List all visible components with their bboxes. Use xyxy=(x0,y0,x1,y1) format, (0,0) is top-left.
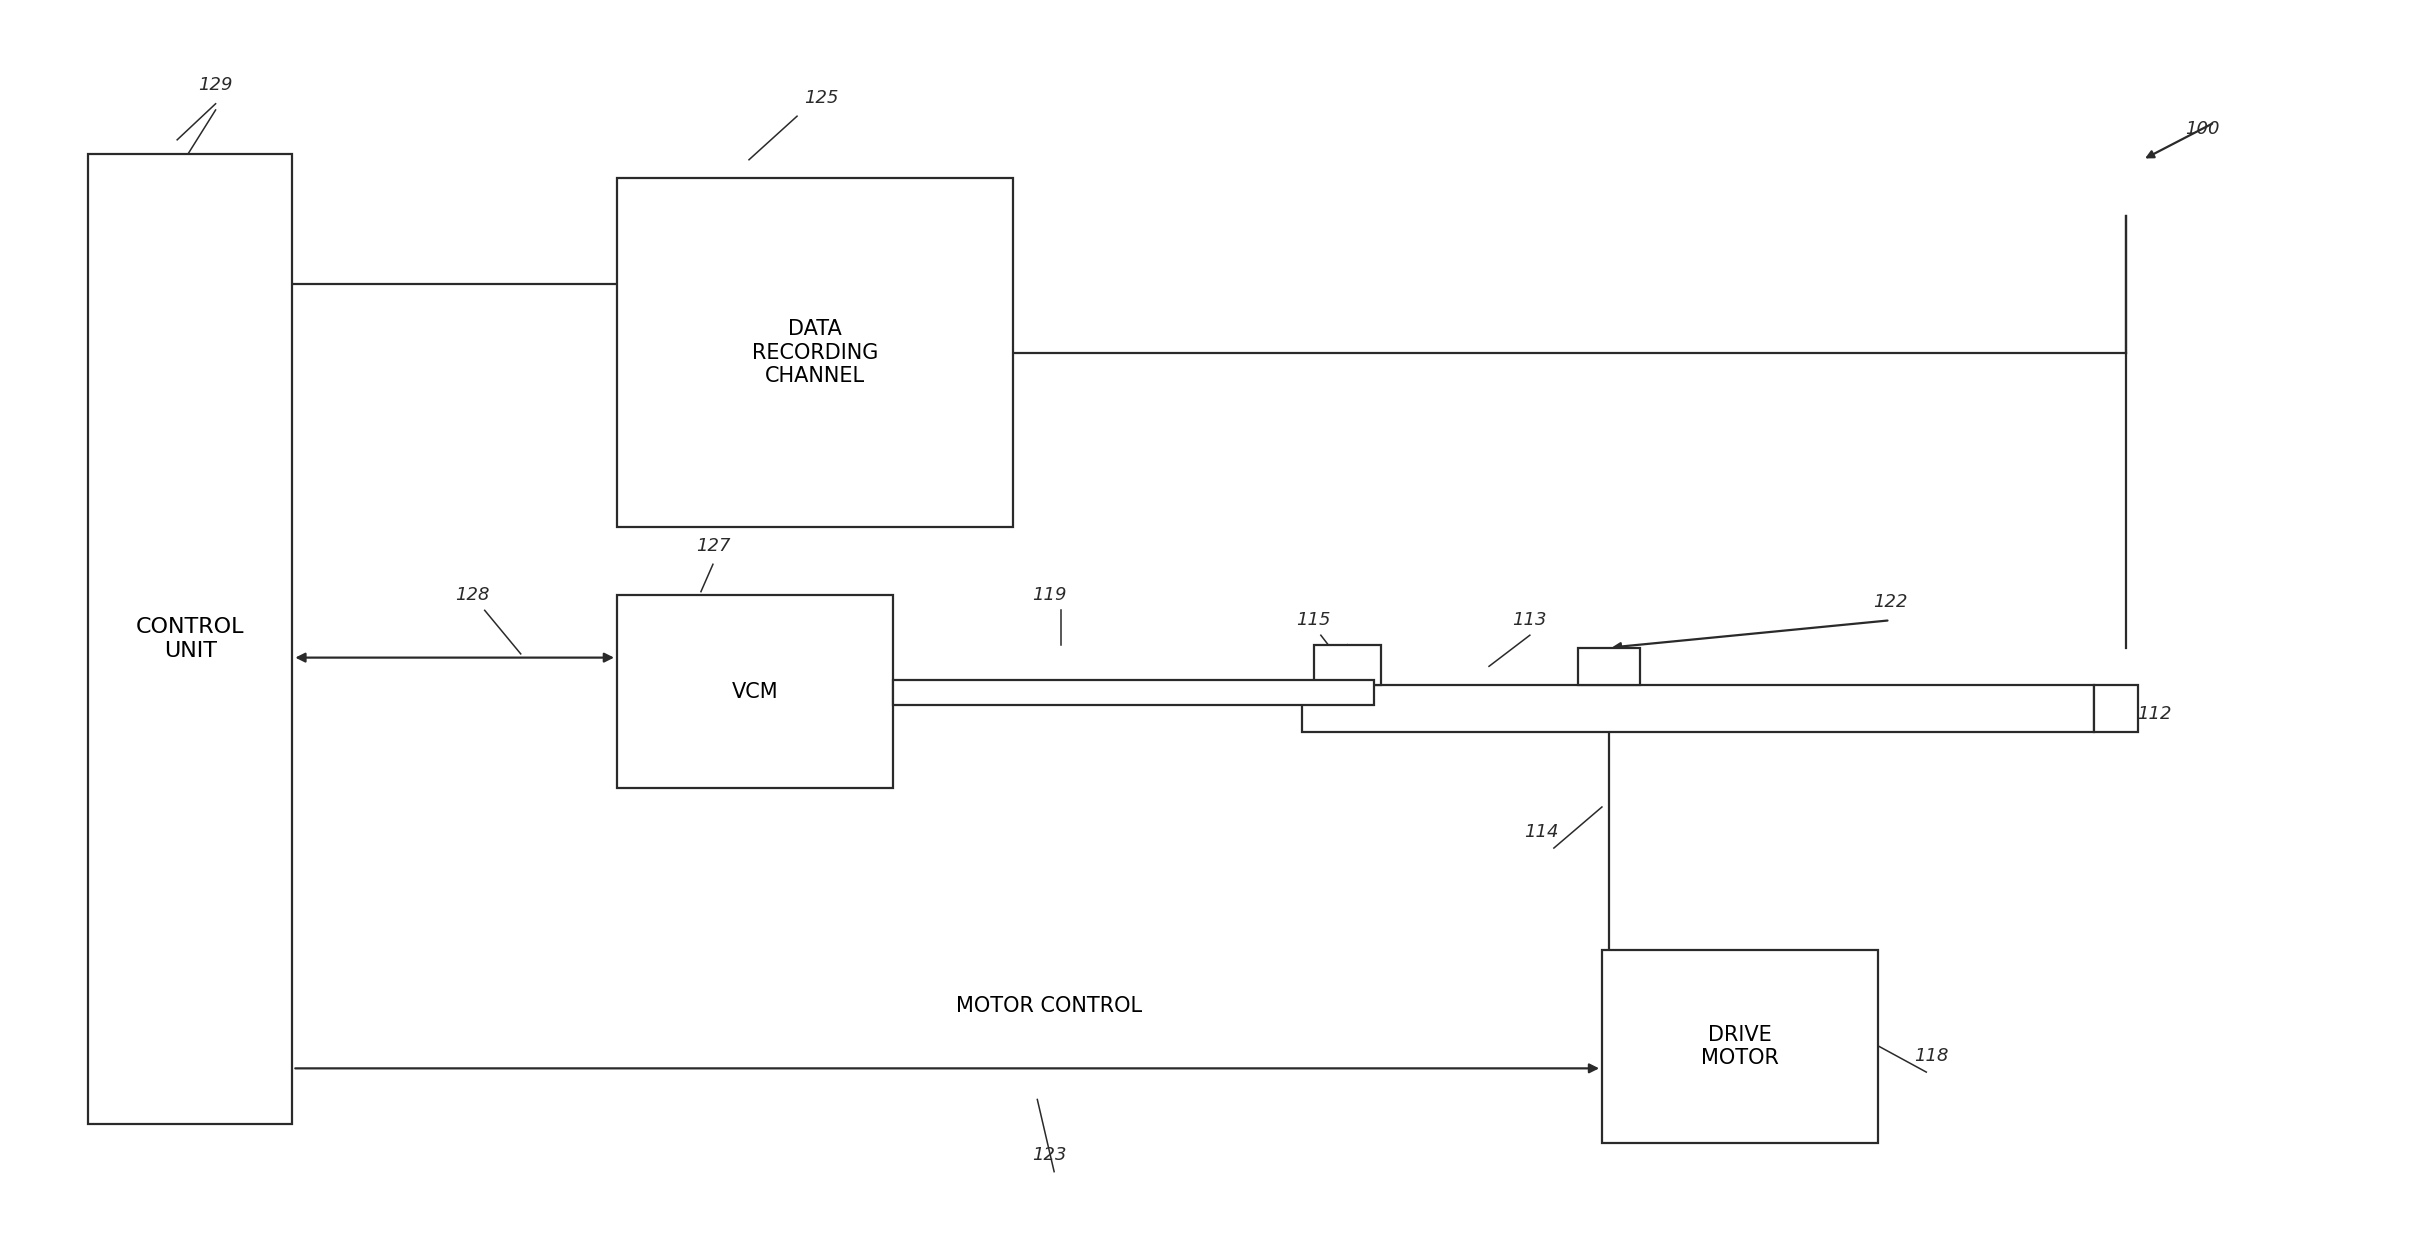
FancyBboxPatch shape xyxy=(1302,685,2095,732)
Text: 122: 122 xyxy=(1873,593,1907,610)
Text: 118: 118 xyxy=(1914,1048,1948,1065)
Text: 119: 119 xyxy=(1032,586,1066,604)
FancyBboxPatch shape xyxy=(1601,950,1878,1143)
FancyBboxPatch shape xyxy=(617,178,1013,528)
Text: DATA
RECORDING
CHANNEL: DATA RECORDING CHANNEL xyxy=(752,320,878,386)
Text: 115: 115 xyxy=(1297,611,1331,629)
FancyBboxPatch shape xyxy=(1577,648,1639,685)
FancyBboxPatch shape xyxy=(2095,685,2139,732)
Text: 129: 129 xyxy=(198,76,234,94)
Text: 125: 125 xyxy=(803,89,839,107)
FancyBboxPatch shape xyxy=(89,154,292,1124)
Text: 128: 128 xyxy=(456,586,489,604)
Text: 113: 113 xyxy=(1512,611,1548,629)
FancyBboxPatch shape xyxy=(1314,645,1382,685)
FancyBboxPatch shape xyxy=(892,680,1374,705)
Text: VCM: VCM xyxy=(731,682,779,702)
Text: 112: 112 xyxy=(2136,704,2172,723)
Text: MOTOR CONTROL: MOTOR CONTROL xyxy=(957,996,1143,1016)
Text: 123: 123 xyxy=(1032,1146,1066,1164)
Text: 114: 114 xyxy=(1524,823,1560,841)
Text: DRIVE
MOTOR: DRIVE MOTOR xyxy=(1702,1025,1779,1068)
FancyBboxPatch shape xyxy=(617,595,892,788)
Text: CONTROL
UNIT: CONTROL UNIT xyxy=(135,618,244,660)
Text: 127: 127 xyxy=(697,536,731,555)
Text: 100: 100 xyxy=(2184,119,2221,138)
